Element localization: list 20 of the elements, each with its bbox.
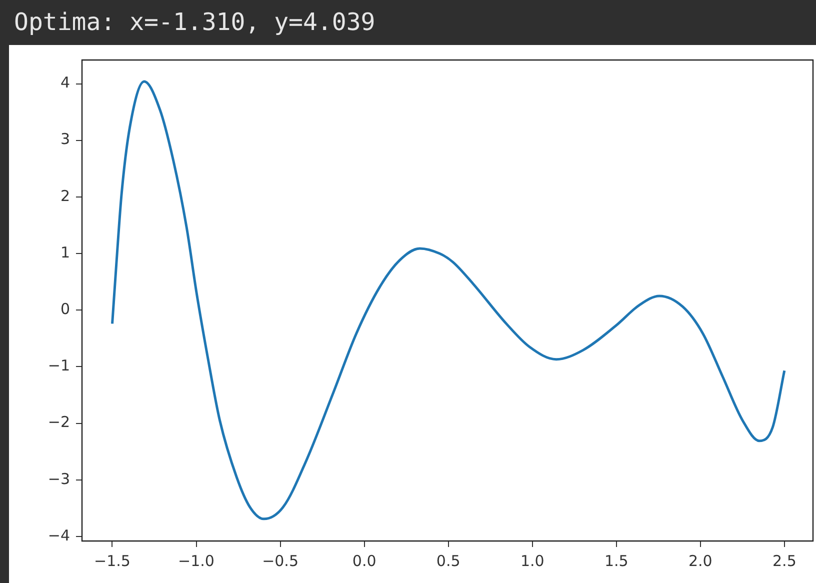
line-series bbox=[111, 80, 786, 520]
y-tick-label: −1 bbox=[48, 356, 70, 375]
y-tick-label: 2 bbox=[60, 186, 70, 205]
x-tick-label: −0.5 bbox=[262, 552, 299, 570]
x-tick-label: 0.5 bbox=[436, 552, 460, 570]
x-tick-label: −1.5 bbox=[94, 552, 130, 570]
x-tick-label: 2.0 bbox=[688, 552, 712, 570]
y-tick-label: 1 bbox=[60, 243, 70, 262]
y-tick-label: 3 bbox=[60, 130, 70, 148]
y-tick-label: 4 bbox=[60, 74, 70, 92]
y-tick-label: 0 bbox=[60, 300, 70, 318]
chart-title: Optima: x=-1.310, y=4.039 bbox=[14, 8, 376, 36]
x-tick-label: 1.0 bbox=[520, 552, 544, 570]
y-tick-label: −2 bbox=[48, 413, 70, 432]
x-tick-label: 1.5 bbox=[604, 552, 628, 570]
x-tick-label: 2.5 bbox=[772, 552, 796, 570]
y-tick-label: −3 bbox=[48, 470, 70, 488]
x-tick-label: −1.0 bbox=[178, 552, 214, 570]
y-tick-label: −4 bbox=[48, 526, 70, 544]
x-tick-label: 0.0 bbox=[352, 552, 376, 570]
